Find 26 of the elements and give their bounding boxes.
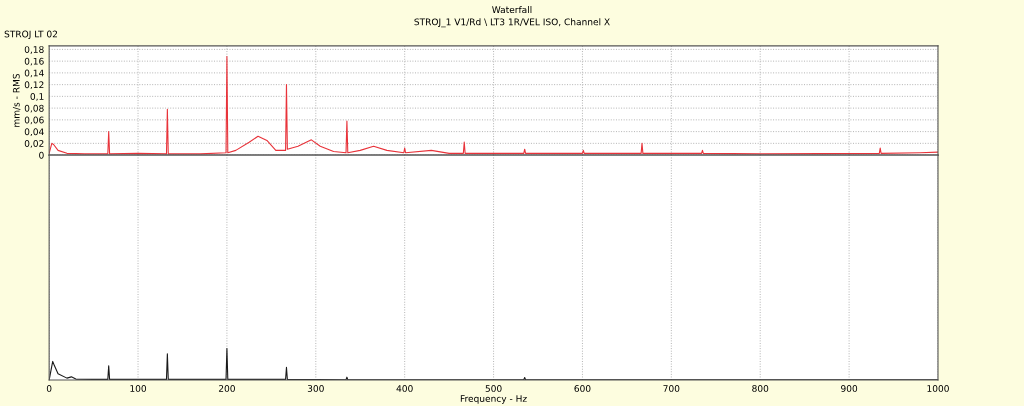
x-tick-label: 400 — [396, 385, 413, 392]
y-axis-title: mm/s - RMS — [12, 73, 21, 127]
x-tick-label: 700 — [663, 385, 680, 392]
y-tick-label: 0,16 — [24, 57, 44, 66]
y-tick-label: 0,1 — [30, 93, 44, 101]
y-tick-label: 0,18 — [24, 46, 44, 54]
y-tick-label: 0,02 — [24, 140, 44, 148]
x-tick-label: 900 — [841, 385, 858, 392]
y-tick-label: 0,06 — [24, 116, 44, 125]
chart-subtitle: STROJ_1 V1/Rd \ LT3 1R/VEL ISO, Channel X — [414, 18, 610, 28]
x-tick-label: 500 — [485, 385, 502, 392]
x-tick-label: 600 — [574, 385, 591, 392]
x-axis-title: Frequency - Hz — [460, 395, 527, 404]
x-tick-label: 800 — [752, 385, 769, 392]
x-tick-label: 1000 — [927, 385, 949, 392]
y-tick-label: 0 — [39, 151, 44, 159]
text: STROJ LT 02 — [4, 30, 58, 40]
y-tick-label: 0,08 — [24, 104, 44, 113]
x-tick-label: 0 — [46, 385, 52, 392]
y-tick-label: 0,12 — [24, 81, 44, 90]
x-tick-label: 300 — [307, 385, 324, 392]
chart-title: Waterfall — [492, 6, 532, 14]
y-tick-label: 0,04 — [24, 128, 44, 137]
x-tick-label: 100 — [130, 385, 147, 392]
x-tick-label: 200 — [218, 385, 235, 392]
y-tick-label: 0,14 — [24, 69, 44, 78]
